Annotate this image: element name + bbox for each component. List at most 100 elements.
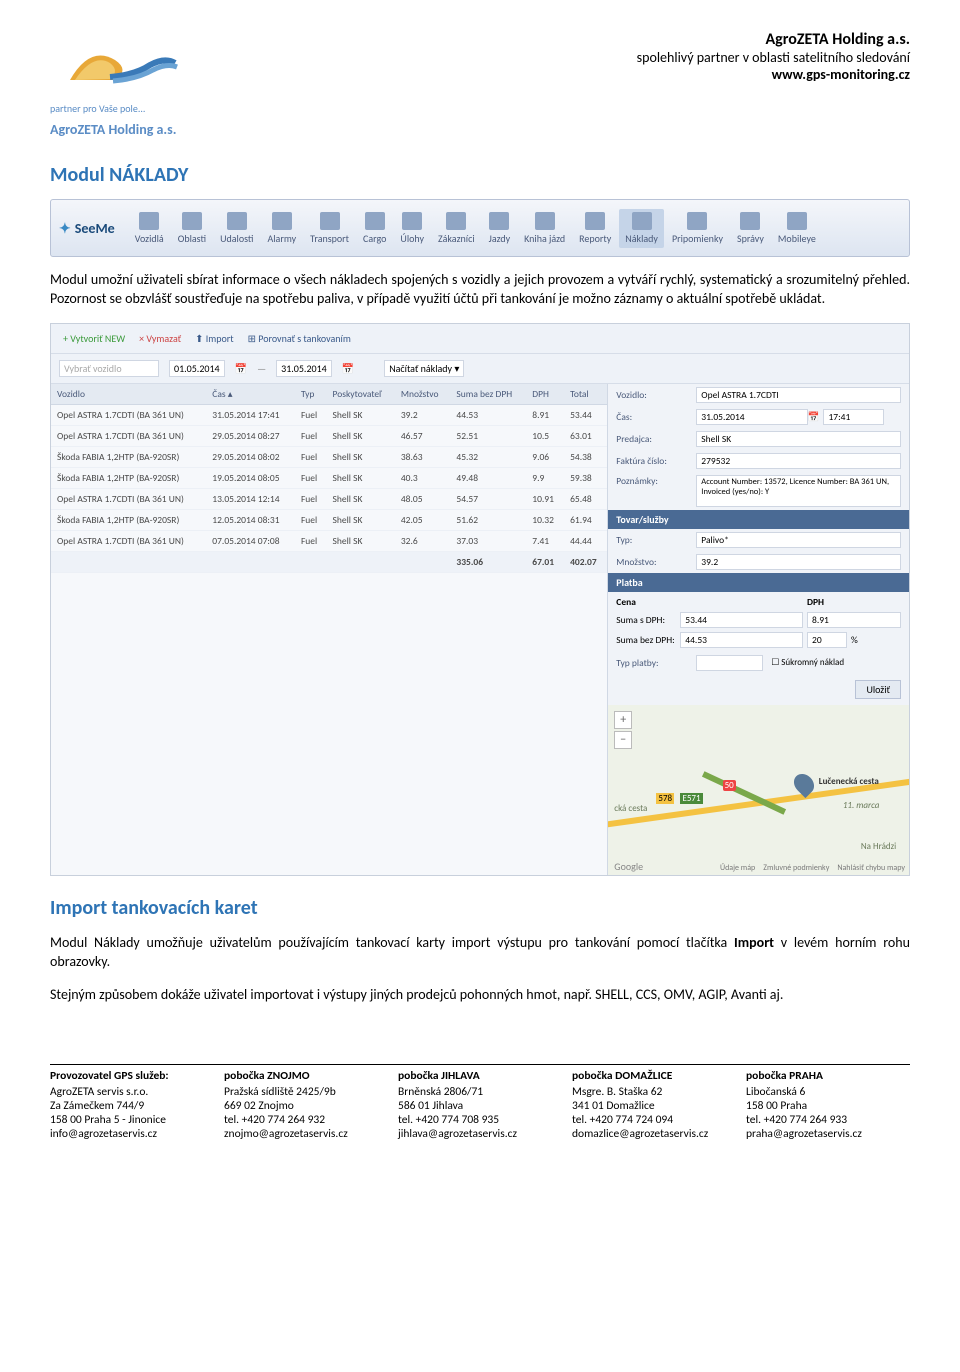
- val-vehicle[interactable]: Opel ASTRA 1.7CDTI: [696, 387, 901, 403]
- val-time[interactable]: 17:41: [823, 409, 884, 425]
- nav-item-náklady[interactable]: Náklady: [619, 209, 664, 248]
- footer-line: Za Zámečkem 744/9: [50, 1099, 214, 1113]
- col-header[interactable]: Total: [564, 384, 607, 405]
- val-date[interactable]: 31.05.2014: [696, 409, 807, 425]
- val-pct[interactable]: 20: [807, 632, 847, 648]
- date-from-input[interactable]: 01.05.2014: [169, 360, 225, 377]
- col-header[interactable]: Vozidlo: [51, 384, 206, 405]
- footer-line: 158 00 Praha: [746, 1099, 910, 1113]
- calendar-icon[interactable]: 📅: [235, 362, 247, 375]
- section-title-import: Import tankovacích karet: [50, 896, 910, 920]
- col-header[interactable]: Typ: [295, 384, 327, 405]
- date-to-input[interactable]: 31.05.2014: [276, 360, 332, 377]
- nav-item-cargo[interactable]: Cargo: [357, 209, 392, 248]
- nav-item-oblasti[interactable]: Oblasti: [172, 209, 212, 248]
- lbl-invoice: Faktúra číslo:: [616, 455, 696, 467]
- table-row[interactable]: Škoda FABIA 1,2HTP (BA-920SR)19.05.2014 …: [51, 467, 607, 488]
- footer-line: tel. +420 774 724 094: [572, 1113, 736, 1127]
- footer-col: pobočka DOMAŽLICE Msgre. B. Staška 62341 …: [572, 1069, 736, 1141]
- footer-col: pobočka JIHLAVABrněnská 2806/71586 01 Ji…: [398, 1069, 562, 1141]
- val-qty[interactable]: 39.2: [696, 554, 901, 570]
- bar-goods: Tovar/služby: [608, 510, 909, 529]
- total-cell: [327, 551, 395, 572]
- val-notes[interactable]: Account Number: 13572, Licence Number: B…: [696, 475, 901, 507]
- col-header[interactable]: DPH: [526, 384, 564, 405]
- col-header[interactable]: Množstvo: [395, 384, 451, 405]
- nav-item-úlohy[interactable]: Úlohy: [394, 209, 430, 248]
- ss-detail-panel: Vozidlo:Opel ASTRA 1.7CDTI Čas:31.05.201…: [607, 384, 909, 875]
- bar-payment: Platba: [608, 573, 909, 592]
- val-type[interactable]: Palivo*: [696, 532, 901, 548]
- delete-button[interactable]: × Vymazať: [135, 330, 185, 347]
- calendar-icon[interactable]: 📅: [342, 362, 354, 375]
- table-row[interactable]: Opel ASTRA 1.7CDTI (BA 361 UN)13.05.2014…: [51, 488, 607, 509]
- nav-item-transport[interactable]: Transport: [304, 209, 355, 248]
- footer-heading: pobočka DOMAŽLICE: [572, 1069, 736, 1083]
- table-row[interactable]: Škoda FABIA 1,2HTP (BA-920SR)12.05.2014 …: [51, 509, 607, 530]
- save-button[interactable]: Uložiť: [855, 680, 901, 699]
- footer-line: info@agrozetaservis.cz: [50, 1127, 214, 1141]
- paragraph-import-b: Stejným způsobem dokáže uživatel importo…: [50, 986, 910, 1005]
- header-subtitle: spolehlivý partner v oblasti satelitního…: [637, 49, 910, 66]
- create-button[interactable]: + Vytvoriť NEW: [59, 330, 129, 347]
- footer-line: 586 01 Jihlava: [398, 1099, 562, 1113]
- total-cell: [51, 551, 206, 572]
- footer-line: 341 01 Domažlice: [572, 1099, 736, 1113]
- footer-line: tel. +420 774 708 935: [398, 1113, 562, 1127]
- footer-heading: Provozovatel GPS služeb:: [50, 1069, 214, 1083]
- compare-button[interactable]: ⊞ Porovnať s tankovaním: [244, 330, 355, 347]
- lbl-paytype: Typ platby:: [616, 657, 696, 669]
- header-left: partner pro Vaše pole... AgroZETA Holdin…: [50, 30, 230, 138]
- load-button[interactable]: Načítať náklady ▾: [384, 360, 464, 377]
- val-dph[interactable]: 8.91: [807, 612, 901, 628]
- total-cell: 67.01: [526, 551, 564, 572]
- lbl-vehicle: Vozidlo:: [616, 389, 696, 401]
- footer-heading: pobočka ZNOJMO: [224, 1069, 388, 1083]
- app-screenshot: + Vytvoriť NEW × Vymazať ⬆ Import ⊞ Poro…: [50, 323, 910, 876]
- map-street3: Na Hrádzi: [861, 841, 896, 852]
- navbar-screenshot: ✦SeeMe VozidláOblastiUdalostiAlarmyTrans…: [50, 199, 910, 257]
- import-button[interactable]: ⬆ Import: [191, 330, 238, 347]
- map-footer: Údaje máp Zmluvné podmienky Nahlásiť chy…: [720, 863, 905, 873]
- nav-item-pripomienky[interactable]: Pripomienky: [666, 209, 729, 248]
- table-row[interactable]: Škoda FABIA 1,2HTP (BA-920SR)29.05.2014 …: [51, 446, 607, 467]
- footer-line: 158 00 Praha 5 - Jinonice: [50, 1113, 214, 1127]
- header-url: www.gps-monitoring.cz: [637, 66, 910, 83]
- ss-table-area: VozidloČas ▴TypPoskytovateľMnožstvoSuma …: [51, 384, 607, 875]
- val-sumnodph[interactable]: 44.53: [680, 632, 803, 648]
- vehicle-select[interactable]: Vybrať vozidlo: [59, 360, 159, 377]
- nav-item-reporty[interactable]: Reporty: [573, 209, 617, 248]
- nav-item-správy[interactable]: Správy: [731, 209, 770, 248]
- table-row[interactable]: Opel ASTRA 1.7CDTI (BA 361 UN)29.05.2014…: [51, 425, 607, 446]
- nav-item-jazdy[interactable]: Jazdy: [483, 209, 516, 248]
- col-header[interactable]: Poskytovateľ: [327, 384, 395, 405]
- col-header[interactable]: Čas ▴: [206, 384, 295, 405]
- total-cell: 335.06: [450, 551, 526, 572]
- footer-line: tel. +420 774 264 932: [224, 1113, 388, 1127]
- nav-item-udalosti[interactable]: Udalosti: [214, 209, 259, 248]
- map-street2: cká cesta: [614, 803, 647, 814]
- val-invoice[interactable]: 279532: [696, 453, 901, 469]
- val-paytype[interactable]: [696, 655, 763, 671]
- footer-line: Msgre. B. Staška 62: [572, 1085, 736, 1099]
- footer-line: Brněnská 2806/71: [398, 1085, 562, 1099]
- col-header[interactable]: Suma bez DPH: [450, 384, 526, 405]
- nav-item-mobileye[interactable]: Mobileye: [772, 209, 822, 248]
- chk-private[interactable]: Súkromný náklad: [781, 657, 844, 668]
- nav-item-vozidlá[interactable]: Vozidlá: [129, 209, 170, 248]
- map-area[interactable]: +− Lučenecká cesta cká cesta 11. marca N…: [608, 705, 909, 875]
- nav-item-zákazníci[interactable]: Zákazníci: [432, 209, 481, 248]
- table-row[interactable]: Opel ASTRA 1.7CDTI (BA 361 UN)31.05.2014…: [51, 404, 607, 425]
- nav-item-kniha jázd[interactable]: Kniha jázd: [518, 209, 571, 248]
- map-route1: 578: [656, 793, 674, 804]
- document-header: partner pro Vaše pole... AgroZETA Holdin…: [50, 30, 910, 138]
- lbl-sumnodph: Suma bez DPH:: [616, 634, 676, 646]
- map-zoom-controls[interactable]: +−: [614, 711, 632, 749]
- map-street: Lučenecká cesta: [819, 776, 879, 787]
- val-sumdph[interactable]: 53.44: [680, 612, 803, 628]
- nav-item-alarmy[interactable]: Alarmy: [261, 209, 302, 248]
- footer-col: pobočka PRAHALibočanská 6158 00 Prahatel…: [746, 1069, 910, 1141]
- table-row[interactable]: Opel ASTRA 1.7CDTI (BA 361 UN)07.05.2014…: [51, 530, 607, 551]
- pct-label: %: [851, 634, 901, 646]
- val-seller[interactable]: Shell SK: [696, 431, 901, 447]
